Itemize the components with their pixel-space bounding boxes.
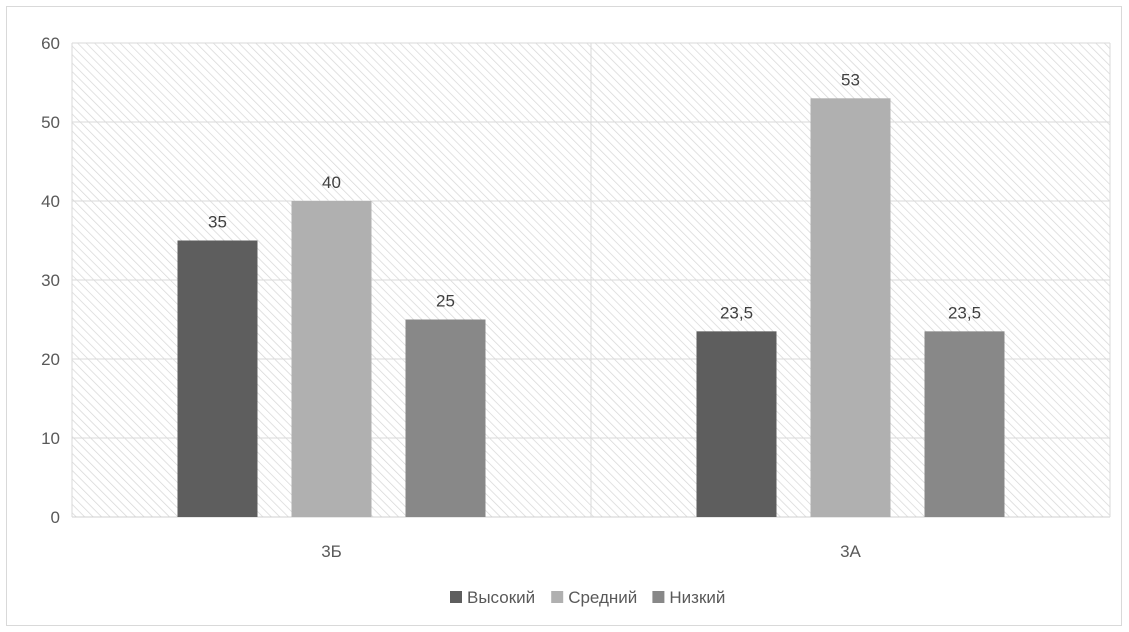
legend-label: Низкий bbox=[669, 588, 725, 607]
data-label: 53 bbox=[841, 70, 860, 89]
data-label: 23,5 bbox=[948, 303, 981, 322]
legend-label: Средний bbox=[568, 588, 637, 607]
bar bbox=[291, 201, 372, 517]
data-labels: 35 40 25 23,5 53 23,5 bbox=[208, 70, 981, 322]
bar bbox=[924, 331, 1005, 517]
legend-label: Высокий bbox=[467, 588, 535, 607]
bar bbox=[177, 240, 258, 517]
x-tick-label: 3Б bbox=[321, 542, 342, 561]
data-label: 25 bbox=[436, 292, 455, 311]
legend: Высокий Средний Низкий bbox=[450, 588, 725, 607]
y-axis-ticks: 0 10 20 30 40 50 60 bbox=[41, 34, 60, 527]
bar bbox=[810, 98, 891, 518]
chart-frame: 0 10 20 30 40 50 60 35 40 25 23,5 53 23,5 3Б 3А Высо… bbox=[6, 6, 1122, 626]
data-label: 23,5 bbox=[720, 303, 753, 322]
data-label: 35 bbox=[208, 213, 227, 232]
bar bbox=[696, 331, 777, 517]
legend-swatch bbox=[551, 591, 564, 603]
y-tick-label: 20 bbox=[41, 350, 60, 369]
y-tick-label: 30 bbox=[41, 271, 60, 290]
y-tick-label: 10 bbox=[41, 429, 60, 448]
x-axis-ticks: 3Б 3А bbox=[321, 542, 861, 561]
bars bbox=[177, 98, 1005, 518]
y-tick-label: 60 bbox=[41, 34, 60, 53]
x-tick-label: 3А bbox=[840, 542, 861, 561]
legend-swatch bbox=[450, 591, 462, 603]
legend-swatch bbox=[652, 591, 665, 603]
y-tick-label: 40 bbox=[41, 192, 60, 211]
y-tick-label: 50 bbox=[41, 113, 60, 132]
y-tick-label: 0 bbox=[51, 508, 60, 527]
bar-chart: 0 10 20 30 40 50 60 35 40 25 23,5 53 23,5 3Б 3А Высо… bbox=[41, 34, 1111, 607]
bar bbox=[405, 319, 486, 517]
data-label: 40 bbox=[322, 173, 341, 192]
